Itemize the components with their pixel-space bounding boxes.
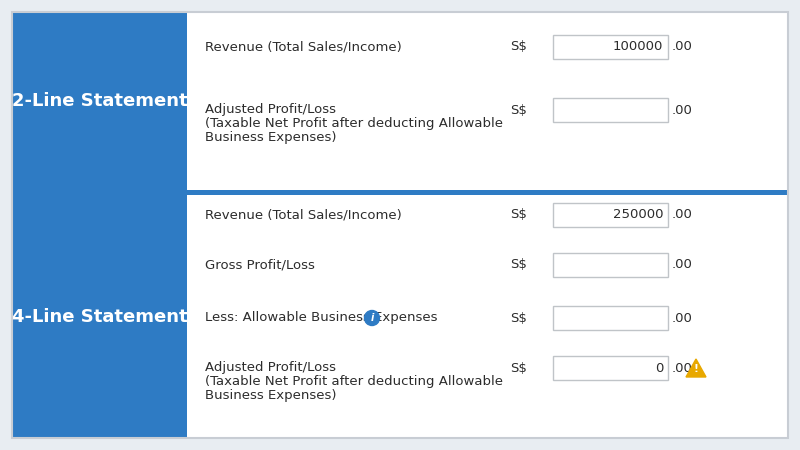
Text: 250000: 250000 xyxy=(613,208,663,221)
Text: S$: S$ xyxy=(510,104,527,117)
Bar xyxy=(553,98,668,122)
Text: Adjusted Profit/Loss: Adjusted Profit/Loss xyxy=(205,104,336,117)
Bar xyxy=(553,253,668,277)
Text: 4-Line Statement: 4-Line Statement xyxy=(12,307,187,325)
Bar xyxy=(12,12,187,190)
Text: .00: .00 xyxy=(672,104,693,117)
Bar xyxy=(12,190,788,195)
Text: .00: .00 xyxy=(672,208,693,221)
Polygon shape xyxy=(686,359,706,377)
Text: S$: S$ xyxy=(510,311,527,324)
Circle shape xyxy=(365,310,379,325)
Bar xyxy=(553,306,668,330)
Text: !: ! xyxy=(694,364,698,374)
Text: S$: S$ xyxy=(510,361,527,374)
Bar xyxy=(187,12,788,190)
Text: Revenue (Total Sales/Income): Revenue (Total Sales/Income) xyxy=(205,208,402,221)
Text: 100000: 100000 xyxy=(613,40,663,54)
Text: Adjusted Profit/Loss: Adjusted Profit/Loss xyxy=(205,361,336,374)
Text: .00: .00 xyxy=(672,40,693,54)
Text: .00: .00 xyxy=(672,361,693,374)
Bar xyxy=(187,195,788,438)
Text: Less: Allowable Business Expenses: Less: Allowable Business Expenses xyxy=(205,311,438,324)
Text: 0: 0 xyxy=(654,361,663,374)
Bar xyxy=(553,203,668,227)
Text: .00: .00 xyxy=(672,258,693,271)
Text: (Taxable Net Profit after deducting Allowable: (Taxable Net Profit after deducting Allo… xyxy=(205,375,503,388)
Bar xyxy=(553,356,668,380)
Text: 2-Line Statement: 2-Line Statement xyxy=(12,92,187,110)
Text: i: i xyxy=(370,313,374,323)
Bar xyxy=(553,35,668,59)
Text: .00: .00 xyxy=(672,311,693,324)
Text: Business Expenses): Business Expenses) xyxy=(205,131,337,144)
Text: (Taxable Net Profit after deducting Allowable: (Taxable Net Profit after deducting Allo… xyxy=(205,117,503,130)
Bar xyxy=(12,195,187,438)
Text: S$: S$ xyxy=(510,258,527,271)
Text: Gross Profit/Loss: Gross Profit/Loss xyxy=(205,258,315,271)
Text: Revenue (Total Sales/Income): Revenue (Total Sales/Income) xyxy=(205,40,402,54)
Text: S$: S$ xyxy=(510,40,527,54)
Text: Business Expenses): Business Expenses) xyxy=(205,390,337,402)
Text: S$: S$ xyxy=(510,208,527,221)
